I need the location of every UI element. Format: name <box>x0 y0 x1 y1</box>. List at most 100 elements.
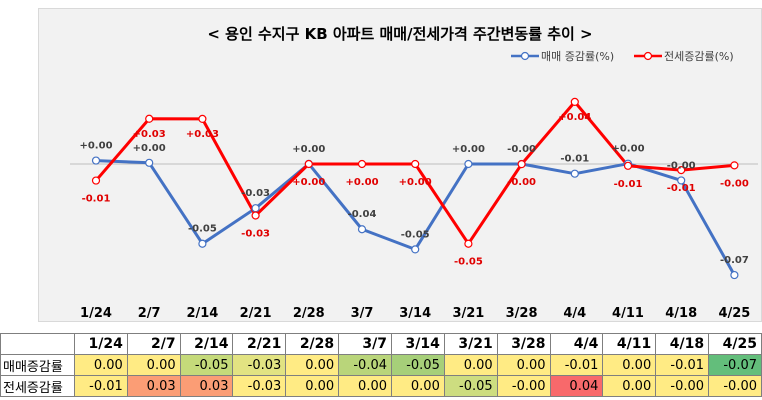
data-point-jeonse <box>730 161 739 170</box>
table-row: 전세증감률 -0.01 0.03 0.03 -0.03 0.00 0.00 0.00 -0.05… <box>0 375 762 397</box>
x-tick-label: 1/24 <box>80 306 112 321</box>
table-header-cell: 2/21 <box>232 333 287 355</box>
x-tick-label: 4/4 <box>563 306 586 321</box>
table-header-cell: 4/4 <box>549 333 604 355</box>
table-row-label: 매매증감률 <box>0 354 75 376</box>
table-cell: -0.01 <box>549 354 604 376</box>
data-label-jeonse: -0.00 <box>507 177 536 188</box>
data-label-jeonse: +0.00 <box>399 177 432 188</box>
data-label-jeonse: +0.00 <box>292 177 325 188</box>
table-cell: 0.00 <box>126 354 181 376</box>
legend-label-jeonse: 전세증감률(%) <box>664 50 734 63</box>
data-point-jeonse <box>198 114 207 124</box>
data-point-sales <box>411 245 420 254</box>
data-label-sales: +0.00 <box>611 144 644 155</box>
table-cell: 0.00 <box>602 375 657 397</box>
table-cell: -0.04 <box>338 354 392 376</box>
table-header-cell: 3/28 <box>496 333 551 355</box>
table-row: 매매증감률 0.00 0.00 -0.05 -0.03 0.00 -0.04 -0.05 0.0… <box>0 354 762 376</box>
table-header-row: 1/24 2/7 2/14 2/21 2/28 3/7 3/14 3/21 3/28 4/4 4/1… <box>0 333 762 355</box>
data-point-jeonse <box>677 166 686 175</box>
table-cell: 0.00 <box>496 354 551 376</box>
data-label-sales: -0.07 <box>720 255 749 266</box>
data-point-sales <box>570 169 579 178</box>
data-label-jeonse: -0.01 <box>82 194 111 205</box>
data-label-sales: -0.00 <box>507 144 536 155</box>
data-label-sales: +0.00 <box>452 144 485 155</box>
table-header-cell: 3/14 <box>391 333 445 355</box>
x-tick-label: 3/14 <box>399 306 431 321</box>
table-row-label: 전세증감률 <box>0 375 75 397</box>
table-cell: -0.05 <box>179 354 234 376</box>
table-header-cell: 2/14 <box>179 333 234 355</box>
data-label-jeonse: -0.05 <box>454 257 483 268</box>
data-label-sales: -0.04 <box>348 209 377 220</box>
data-label-sales: -0.05 <box>401 229 430 240</box>
data-point-sales <box>91 156 101 165</box>
data-point-jeonse <box>357 159 367 169</box>
legend-marker-jeonse <box>643 51 653 61</box>
table-header-cell: 4/11 <box>602 333 657 355</box>
x-tick-label: 4/11 <box>612 306 644 321</box>
data-point-jeonse <box>304 159 313 169</box>
data-point-sales <box>357 225 367 234</box>
table-cell: 0.03 <box>179 375 234 397</box>
x-tick-label: 2/14 <box>186 306 218 321</box>
table-header-cell: 2/7 <box>126 333 181 355</box>
table-cell: -0.03 <box>232 354 287 376</box>
table-cell: 0.00 <box>443 354 498 376</box>
data-label-jeonse: -0.01 <box>614 179 643 190</box>
data-point-jeonse <box>145 114 154 123</box>
x-tick-label: 3/7 <box>351 306 374 321</box>
data-label-jeonse: -0.00 <box>720 178 749 189</box>
data-label-sales: -0.03 <box>241 188 270 199</box>
table-cell: -0.07 <box>708 354 762 376</box>
data-label-jeonse: -0.03 <box>241 229 270 240</box>
line-chart: < 용인 수지구 KB 아파트 매매/전세가격 주간변동률 추이 > 매매 증감… <box>70 25 758 321</box>
data-point-jeonse <box>517 160 526 169</box>
table-header-cell: 4/18 <box>655 333 710 355</box>
data-label-sales: -0.01 <box>560 154 589 165</box>
data-label-jeonse: +0.03 <box>133 129 166 140</box>
chart-title: < 용인 수지구 KB 아파트 매매/전세가격 주간변동률 추이 > <box>207 25 592 43</box>
data-table: 1/24 2/7 2/14 2/21 2/28 3/7 3/14 3/21 3/28 4/4 4/1… <box>0 333 762 397</box>
data-point-jeonse <box>251 211 260 220</box>
x-tick-label: 3/28 <box>506 306 538 321</box>
x-tick-label: 2/28 <box>293 306 325 321</box>
data-point-jeonse <box>623 161 633 170</box>
data-label-sales: +0.00 <box>133 143 166 154</box>
data-label-jeonse: +0.04 <box>558 112 591 123</box>
table-cell: 0.04 <box>549 375 604 397</box>
table-cell: -0.00 <box>708 375 762 397</box>
x-tick-label: 2/21 <box>240 306 272 321</box>
table-cell: -0.05 <box>443 375 498 397</box>
data-point-jeonse <box>464 239 473 248</box>
table-cell: 0.00 <box>73 354 128 376</box>
table-header-cell: 4/25 <box>708 333 762 355</box>
data-point-jeonse <box>411 159 420 169</box>
table-header-cell: 2/28 <box>285 333 340 355</box>
series-line-jeonse <box>94 100 735 246</box>
legend-marker-sales <box>520 51 530 61</box>
data-label-jeonse: +0.00 <box>345 177 378 188</box>
table-cell: 0.00 <box>602 354 657 376</box>
data-point-sales <box>677 176 686 185</box>
data-point-sales <box>464 159 473 169</box>
table-cell: -0.01 <box>655 354 710 376</box>
table-header-cell: 1/24 <box>73 333 128 355</box>
x-tick-label: 2/7 <box>138 306 161 321</box>
data-point-sales <box>198 239 207 248</box>
data-point-jeonse <box>91 176 101 185</box>
legend-label-sales: 매매 증감률(%) <box>541 50 614 63</box>
legend: 매매 증감률(%) 전세증감률(%) <box>511 50 734 63</box>
table-cell: -0.03 <box>232 375 287 397</box>
x-tick-label: 4/18 <box>665 306 697 321</box>
table-cell: -0.00 <box>496 375 551 397</box>
data-point-sales <box>145 158 154 167</box>
data-point-jeonse <box>570 97 579 106</box>
data-point-sales <box>251 204 260 213</box>
table-header-cell: 3/21 <box>443 333 498 355</box>
table-cell: -0.00 <box>655 375 710 397</box>
table-cell: -0.05 <box>391 354 445 376</box>
data-label-sales: -0.00 <box>667 160 696 171</box>
